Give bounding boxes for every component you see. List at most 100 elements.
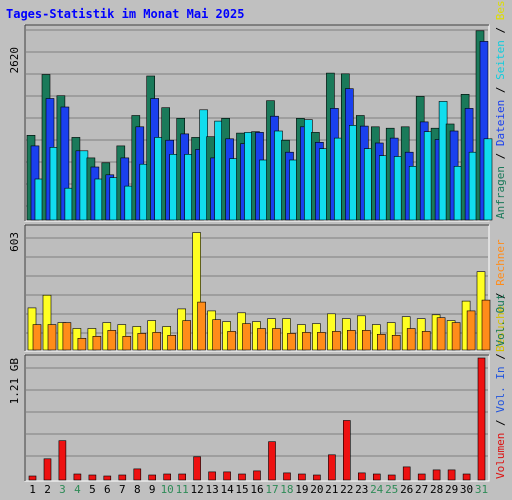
legend-separator: / [494,286,507,306]
y-max-label: 603 [8,232,21,252]
bar-volumen-day-6 [103,475,112,481]
bar-rechner-day-11 [182,320,191,351]
bar-rechner-day-9 [152,332,161,351]
x-tick-label-day-23: 23 [355,483,368,496]
legend-item-anfragen: Anfragen [494,166,507,219]
plot-area [24,354,490,482]
legend-item-besuche: Besuche [494,306,507,352]
bar-volumen-day-7 [118,474,127,481]
x-tick-label-day-3: 3 [59,483,66,496]
legend-item-volumen: Volumen [494,433,507,479]
bar-volumen-day-14 [223,471,231,481]
bar-rechner-day-2 [47,324,57,351]
bar-rechner-day-25 [391,334,401,351]
x-tick-label-day-21: 21 [325,483,338,496]
bar-rechner-day-19 [302,332,311,351]
x-tick-label-day-10: 10 [161,483,174,496]
bar-volumen-day-2 [43,458,52,481]
y-max-label: 2620 [8,47,21,74]
bar-volumen-day-29 [447,469,456,481]
legend-middle: Besuche / Rechner [494,239,507,352]
legend-bottom: Volumen / Vol. In / Vol. Out [494,294,507,479]
bar-volumen-day-28 [432,469,441,481]
legend-item-dateien: Dateien [494,100,507,146]
x-tick-label-day-7: 7 [119,483,126,496]
bar-rechner-day-29 [451,322,461,351]
bar-volumen-day-27 [417,473,426,481]
bar-rechner-day-3 [62,322,72,351]
bar-volumen-day-1 [28,475,37,481]
legend-separator: / [494,413,507,433]
bar-volumen-day-18 [283,472,291,481]
bar-volumen-day-21 [328,454,336,481]
legend-item-besuche: Besuche [494,0,507,20]
x-tick-label-day-29: 29 [445,483,458,496]
bar-volumen-day-26 [402,466,411,481]
bar-volumen-day-13 [208,471,216,481]
bar-rechner-day-26 [406,328,416,351]
bar-rechner-day-17 [272,328,281,351]
bar-rechner-day-16 [257,328,266,351]
bar-volumen-day-30 [462,473,471,481]
bar-rechner-day-27 [421,331,431,351]
bar-rechner-day-22 [346,330,356,351]
bar-volumen-day-10 [163,473,171,481]
legend-top: Anfragen / Dateien / Seiten / Besuche [494,0,507,219]
bar-volumen-day-12 [193,456,201,481]
x-tick-label-day-17: 17 [265,483,278,496]
x-tick-label-day-30: 30 [460,483,473,496]
bar-rechner-day-30 [466,310,476,351]
bar-rechner-day-21 [332,331,341,351]
bar-rechner-day-10 [167,334,176,351]
bar-rechner-day-23 [361,330,371,351]
bar-volumen-day-20 [313,474,321,481]
legend-item-rechner: Rechner [494,239,507,286]
bar-seiten-day-31 [483,138,493,221]
bar-volumen-day-15 [238,473,246,481]
y-max-label: 1.21 GB [8,358,21,405]
x-tick-label-day-9: 9 [149,483,156,496]
bar-rechner-day-31 [481,299,491,351]
x-tick-label-day-31: 31 [475,483,488,496]
bar-volumen-day-19 [298,473,306,481]
bar-volumen-day-24 [372,473,381,481]
bar-rechner-day-14 [227,331,236,351]
x-tick-label-day-8: 8 [134,483,141,496]
bar-volumen-day-11 [178,473,186,481]
legend-separator: / [494,347,507,367]
x-tick-label-day-24: 24 [370,483,384,496]
x-tick-label-day-25: 25 [385,483,398,496]
bar-rechner-day-12 [197,301,206,351]
bar-volumen-day-23 [357,472,366,481]
legend-separator: / [494,80,507,100]
x-tick-label-day-14: 14 [220,483,234,496]
x-tick-label-day-26: 26 [400,483,413,496]
bar-rechner-day-1 [32,324,42,351]
bar-besuche-day-12 [192,232,201,351]
x-tick-label-day-13: 13 [205,483,218,496]
bar-rechner-day-7 [122,335,132,351]
bar-volumen-day-5 [88,474,97,481]
bar-volumen-day-25 [387,474,396,481]
bar-volumen-day-16 [253,470,261,481]
legend-item-vol-out: Vol. Out [494,294,507,347]
x-tick-label-day-12: 12 [190,483,203,496]
bar-rechner-day-28 [436,317,446,351]
x-tick-label-day-20: 20 [310,483,323,496]
x-tick-label-day-6: 6 [104,483,111,496]
bar-besuche-day-2 [42,294,52,351]
legend-separator: / [494,20,507,40]
x-tick-label-day-15: 15 [235,483,248,496]
x-tick-label-day-28: 28 [430,483,443,496]
x-tick-label-day-5: 5 [89,483,96,496]
legend-item-vol-in: Vol. In [494,366,507,412]
x-tick-label-day-4: 4 [74,483,81,496]
bar-volumen-day-8 [133,468,142,481]
bar-volumen-day-9 [148,474,156,481]
bar-rechner-day-13 [212,319,221,351]
bar-volumen-day-31 [477,357,486,481]
x-tick-label-day-22: 22 [340,483,353,496]
legend-item-seiten: Seiten [494,40,507,80]
